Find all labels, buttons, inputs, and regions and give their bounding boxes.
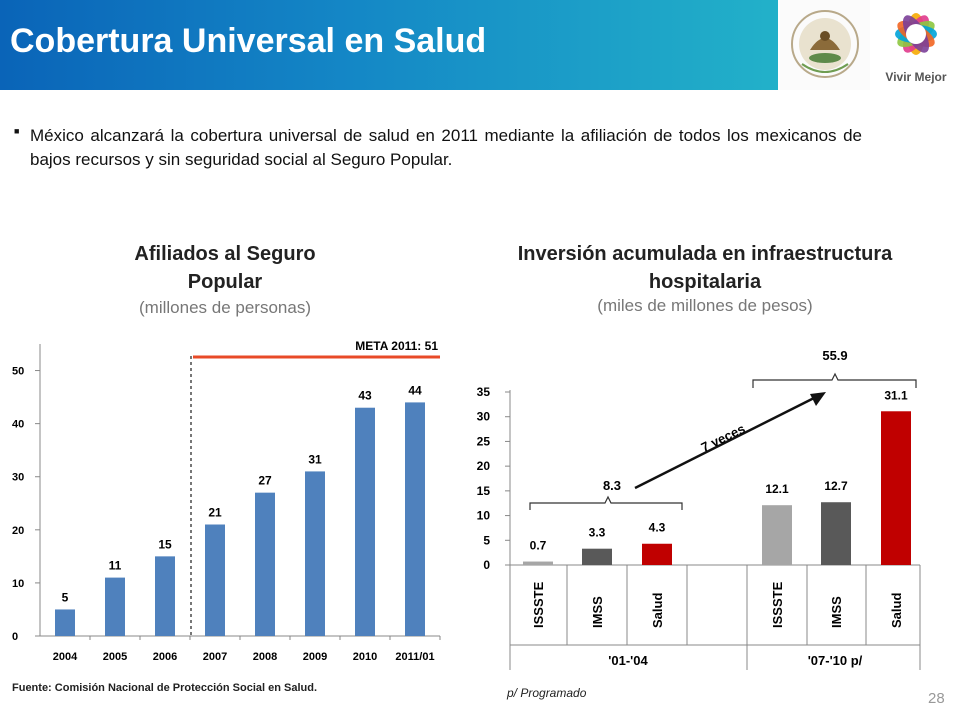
bar: [523, 561, 553, 565]
y-tick-label: 0: [483, 558, 490, 572]
meta-label: META 2011: 51: [355, 339, 438, 353]
x-tick-label: 2011/01: [395, 651, 434, 663]
data-label: 44: [408, 383, 422, 397]
y-tick-label: 30: [12, 472, 24, 484]
left-chart-subtitle: (millones de personas): [139, 298, 311, 317]
arrow-label: 7 veces: [699, 421, 748, 455]
bar: [255, 492, 275, 636]
y-tick-label: 10: [12, 578, 24, 590]
programado-note: p/ Programado: [507, 686, 587, 700]
x-tick-label: IMSS: [829, 596, 844, 628]
x-tick-label: 2007: [203, 651, 227, 663]
y-tick-label: 15: [477, 484, 491, 498]
x-tick-label: 2009: [303, 651, 327, 663]
bar: [762, 505, 792, 565]
page-title: Cobertura Universal en Salud: [10, 22, 487, 60]
y-tick-label: 50: [12, 366, 24, 378]
group-total-right: 55.9: [822, 348, 847, 363]
data-label: 12.7: [824, 479, 848, 493]
y-tick-label: 40: [12, 419, 24, 431]
left-chart-title: Afiliados al Seguro Popular: [134, 243, 316, 293]
x-tick-label: ISSSTE: [770, 581, 785, 628]
data-label: 0.7: [530, 539, 547, 553]
data-label: 31: [308, 452, 322, 466]
bullet-icon: ■: [14, 126, 20, 136]
header-banner: Cobertura Universal en Salud: [0, 0, 778, 90]
bar: [642, 543, 672, 565]
y-tick-label: 35: [477, 385, 491, 399]
bar: [305, 471, 325, 636]
x-tick-label: Salud: [889, 593, 904, 628]
y-tick-label: 5: [483, 533, 490, 547]
data-label: 11: [109, 559, 122, 573]
bar: [155, 556, 175, 636]
bar: [105, 577, 125, 636]
x-tick-label: Salud: [650, 593, 665, 628]
y-tick-label: 30: [477, 410, 491, 424]
x-tick-label: 2006: [153, 651, 177, 663]
data-label: 27: [258, 474, 272, 488]
bar: [55, 609, 75, 636]
bar: [355, 407, 375, 636]
data-label: 12.1: [765, 482, 789, 496]
y-tick-label: 25: [477, 434, 491, 448]
data-label: 5: [62, 590, 69, 604]
growth-arrow: [634, 394, 819, 490]
data-label: 31.1: [884, 388, 908, 402]
vivir-mejor-logo: Vivir Mejor: [872, 0, 960, 90]
bar: [821, 502, 851, 565]
x-tick-label: 2004: [53, 651, 78, 663]
inversion-chart: 8.3 55.9 7 veces 0 5 10 15 20 25 30 35 0.7 ISSSTE…: [477, 348, 921, 670]
y-tick-label: 20: [12, 525, 24, 537]
data-label: 3.3: [589, 526, 606, 540]
data-label: 15: [158, 537, 172, 551]
group-label: '07-'10 p/: [808, 653, 863, 668]
right-chart-subtitle: (miles de millones de pesos): [597, 296, 813, 315]
y-tick-label: 0: [12, 631, 18, 643]
group-label: '01-'04: [608, 653, 648, 668]
x-tick-label: 2008: [253, 651, 277, 663]
x-tick-label: ISSSTE: [531, 581, 546, 628]
data-label: 43: [358, 389, 372, 403]
bar: [405, 402, 425, 636]
page-number: 28: [928, 690, 945, 707]
source-note: Fuente: Comisión Nacional de Protección …: [12, 682, 318, 694]
bar: [881, 411, 911, 565]
mexico-seal-icon: [780, 0, 870, 90]
y-tick-label: 10: [477, 509, 491, 523]
arrow-head-icon: [810, 392, 826, 406]
brace-left: [529, 495, 683, 510]
logo-label: Vivir Mejor: [885, 70, 947, 84]
data-label: 4.3: [649, 521, 666, 535]
brace-right: [752, 372, 917, 388]
intro-text: México alcanzará la cobertura universal …: [30, 126, 862, 169]
right-chart-title: Inversión acumulada en infraestructura h…: [517, 243, 893, 293]
x-tick-label: 2010: [353, 651, 377, 663]
group-total-left: 8.3: [603, 478, 621, 493]
bar: [582, 548, 612, 565]
x-tick-label: IMSS: [590, 596, 605, 628]
bar: [205, 524, 225, 636]
y-tick-label: 20: [477, 459, 491, 473]
data-label: 21: [208, 506, 222, 520]
afiliados-chart: META 2011: 51 0 10 20 30 40 50 5 2004 11 2005 15 20…: [12, 339, 441, 663]
x-tick-label: 2005: [103, 651, 127, 663]
